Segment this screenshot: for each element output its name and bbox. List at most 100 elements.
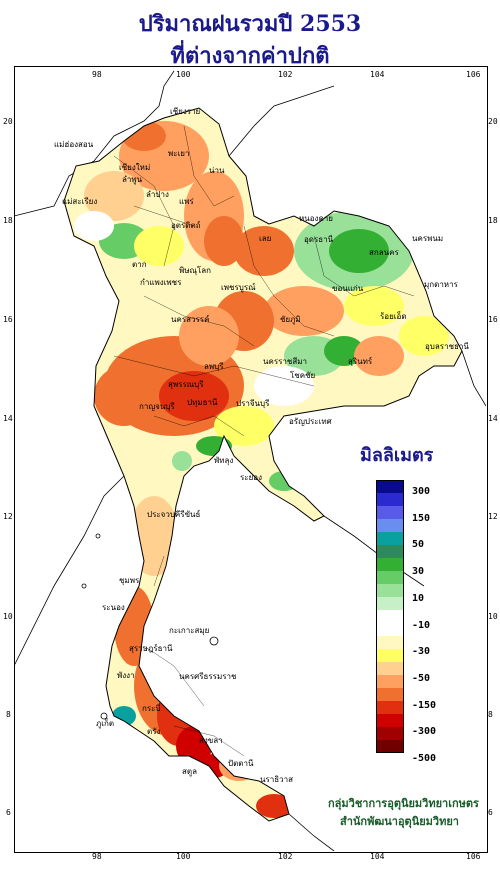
credit-line1: กลุ่มวิชาการอุตุนิยมวิทยาเกษตร	[328, 797, 479, 810]
legend-label: 50	[412, 539, 425, 551]
legend-colorbar	[376, 480, 404, 753]
y-tick-left: 18	[3, 216, 13, 225]
place-label: นครสวรรค์	[171, 314, 209, 324]
place-label: สตูล	[182, 767, 197, 777]
place-label: เพชรบูรณ์	[221, 282, 256, 293]
place-label: สงขลา	[199, 736, 223, 745]
y-tick-right: 6	[488, 808, 493, 817]
x-tick-bottom: 104	[370, 852, 385, 861]
place-labels: เชียงราย แม่ฮ่องสอน เชียงใหม่ พะเยา น่าน…	[54, 107, 469, 784]
place-label: ปราจีนบุรี	[236, 399, 270, 408]
y-tick-left: 12	[3, 512, 13, 521]
legend-swatch	[376, 662, 404, 675]
y-tick-left: 10	[3, 612, 13, 621]
place-label: กระบี่	[142, 702, 161, 713]
legend-label: -500	[412, 753, 437, 764]
place-label: อรัญประเทศ	[289, 417, 332, 426]
y-tick-right: 14	[488, 414, 498, 423]
legend-swatch	[376, 675, 404, 688]
place-label: ร้อยเอ็ด	[380, 311, 407, 321]
map-title-line2: ที่ต่างจากค่าปกติ	[170, 43, 330, 69]
x-tick-bottom: 100	[176, 852, 191, 861]
y-tick-right: 20	[488, 117, 498, 126]
x-tick-bottom: 102	[278, 852, 293, 861]
legend-swatch	[376, 740, 404, 753]
place-label: ชุมพร	[119, 576, 140, 585]
place-label: อุดรธานี	[304, 235, 334, 244]
y-tick-left: 14	[3, 414, 13, 423]
place-label: เลย	[259, 234, 271, 243]
place-label: กำแพงเพชร	[140, 278, 182, 287]
place-label: โชคชัย	[290, 370, 315, 380]
x-tick-top: 100	[176, 70, 191, 79]
place-label: แม่สะเรียง	[62, 197, 97, 206]
place-label: ตรัง	[147, 727, 160, 736]
place-label: แพร่	[179, 197, 194, 206]
legend-swatch	[376, 545, 404, 558]
legend-swatch	[376, 649, 404, 662]
place-label: สุราษฎร์ธานี	[129, 643, 173, 653]
place-label: พะเยา	[168, 149, 189, 158]
place-label: นครราชสีมา	[263, 357, 307, 366]
legend-swatch	[376, 623, 404, 636]
legend-label: 10	[412, 592, 425, 604]
place-label: มุกดาหาร	[424, 280, 459, 289]
x-tick-top: 106	[466, 70, 481, 79]
legend-swatch	[376, 714, 404, 727]
place-label: นครพนม	[412, 234, 443, 243]
legend-label: 150	[412, 512, 431, 524]
credit-line2: สำนักพัฒนาอุตุนิยมวิทยา	[340, 815, 459, 828]
y-tick-left: 8	[6, 710, 11, 719]
legend-title: มิลลิเมตร	[360, 445, 434, 466]
place-label: กะเกาะสมุย	[169, 626, 209, 635]
legend-swatch	[376, 584, 404, 597]
place-label: ภูเก็ต	[96, 718, 114, 729]
legend-swatch	[376, 636, 404, 649]
place-label: พังงา	[117, 671, 135, 680]
legend-label: -150	[412, 699, 437, 711]
y-tick-right: 8	[488, 710, 493, 719]
legend-swatch	[376, 688, 404, 701]
legend-label: -10	[412, 619, 431, 631]
y-tick-right: 10	[488, 612, 498, 621]
place-label: กาญจนบุรี	[139, 402, 175, 411]
x-tick-bottom: 98	[92, 852, 102, 861]
place-label: ชัยภูมิ	[280, 315, 301, 325]
place-label: พิษณุโลก	[179, 265, 211, 275]
place-label: ลำพูน	[122, 175, 143, 185]
place-label: นราธิวาส	[260, 775, 293, 784]
y-tick-left: 16	[3, 315, 13, 324]
legend-swatch	[376, 532, 404, 545]
legend-swatch	[376, 480, 404, 493]
place-label: สกลนคร	[369, 248, 399, 257]
legend-swatch	[376, 493, 404, 506]
place-label: ปัตตานี	[228, 759, 254, 768]
legend-label: -30	[412, 646, 431, 658]
place-label: ประจวบคีรีขันธ์	[147, 509, 201, 519]
x-tick-top: 102	[278, 70, 293, 79]
place-label: น่าน	[209, 166, 225, 175]
y-tick-right: 12	[488, 512, 498, 521]
y-tick-right: 18	[488, 216, 498, 225]
place-label: ขอนแก่น	[332, 284, 364, 293]
place-label: หนองคาย	[299, 214, 333, 223]
legend-swatch	[376, 558, 404, 571]
place-label: สุพรรณบุรี	[168, 380, 204, 389]
place-label: ระนอง	[102, 603, 125, 612]
place-label: แม่ฮ่องสอน	[54, 140, 94, 149]
place-label: สุรินทร์	[348, 356, 373, 366]
legend-label: -300	[412, 726, 437, 738]
legend-swatch	[376, 506, 404, 519]
x-tick-top: 98	[92, 70, 102, 79]
legend-label: -50	[412, 672, 431, 684]
legend-label: 300	[412, 486, 431, 497]
y-tick-left: 6	[6, 808, 11, 817]
x-tick-bottom: 106	[466, 852, 481, 861]
legend-swatch	[376, 610, 404, 623]
y-tick-right: 16	[488, 315, 498, 324]
map-title-line1: ปริมาณฝนรวมปี 2553	[138, 11, 362, 37]
y-tick-left: 20	[3, 117, 13, 126]
place-label: ระยอง	[240, 473, 262, 482]
place-label: พัทลุง	[214, 456, 233, 465]
legend-swatch	[376, 701, 404, 714]
